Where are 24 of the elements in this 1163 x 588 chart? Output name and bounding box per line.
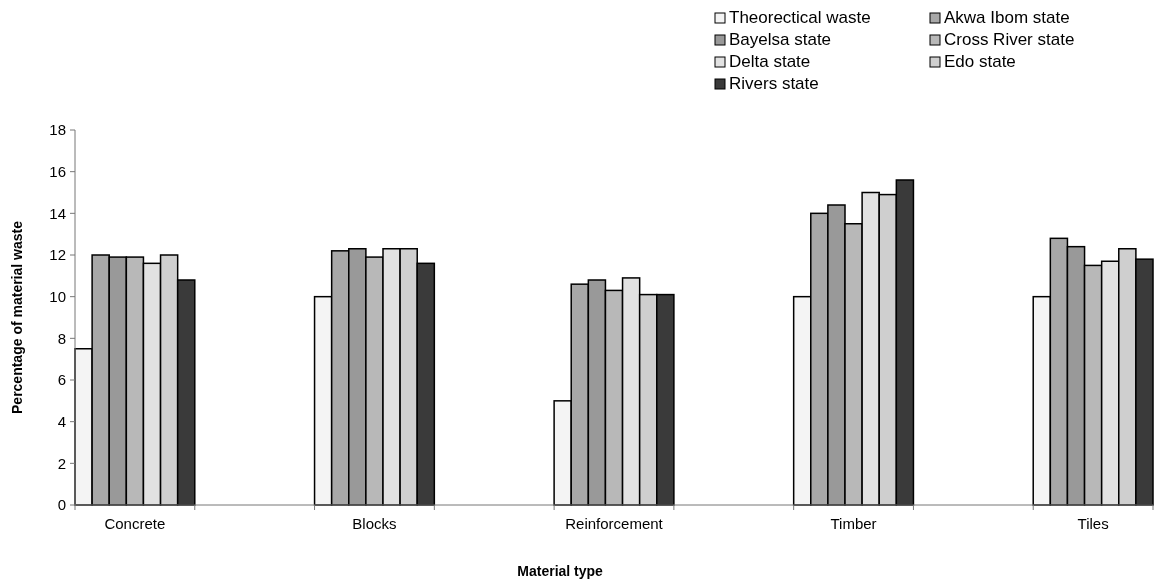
legend-label: Edo state <box>944 52 1016 71</box>
y-tick-label: 12 <box>49 246 66 264</box>
y-tick-label: 14 <box>49 204 66 222</box>
y-tick-label: 2 <box>57 454 66 472</box>
legend-label: Rivers state <box>729 74 819 93</box>
y-tick-label: 16 <box>49 162 66 180</box>
y-tick-label: 8 <box>57 329 66 347</box>
x-tick-label: Tiles <box>1077 515 1109 532</box>
legend-label: Bayelsa state <box>729 30 832 49</box>
y-tick-label: 0 <box>57 496 66 514</box>
x-axis-title: Material type <box>517 563 604 579</box>
y-tick-label: 18 <box>49 121 66 139</box>
y-tick-label: 10 <box>49 287 66 305</box>
legend-label: Akwa Ibom state <box>944 8 1070 27</box>
y-tick-label: 6 <box>57 371 66 389</box>
legend-label: Theorectical waste <box>729 8 871 27</box>
legend-label: Cross River state <box>944 30 1075 49</box>
x-tick-label: Concrete <box>104 515 166 532</box>
x-tick-label: Reinforcement <box>565 515 664 532</box>
y-axis-title: Percentage of material waste <box>9 220 25 414</box>
legend-label: Delta state <box>729 52 811 71</box>
x-tick-label: Timber <box>830 515 877 532</box>
x-tick-label: Blocks <box>352 515 397 532</box>
y-tick-label: 4 <box>57 412 66 430</box>
